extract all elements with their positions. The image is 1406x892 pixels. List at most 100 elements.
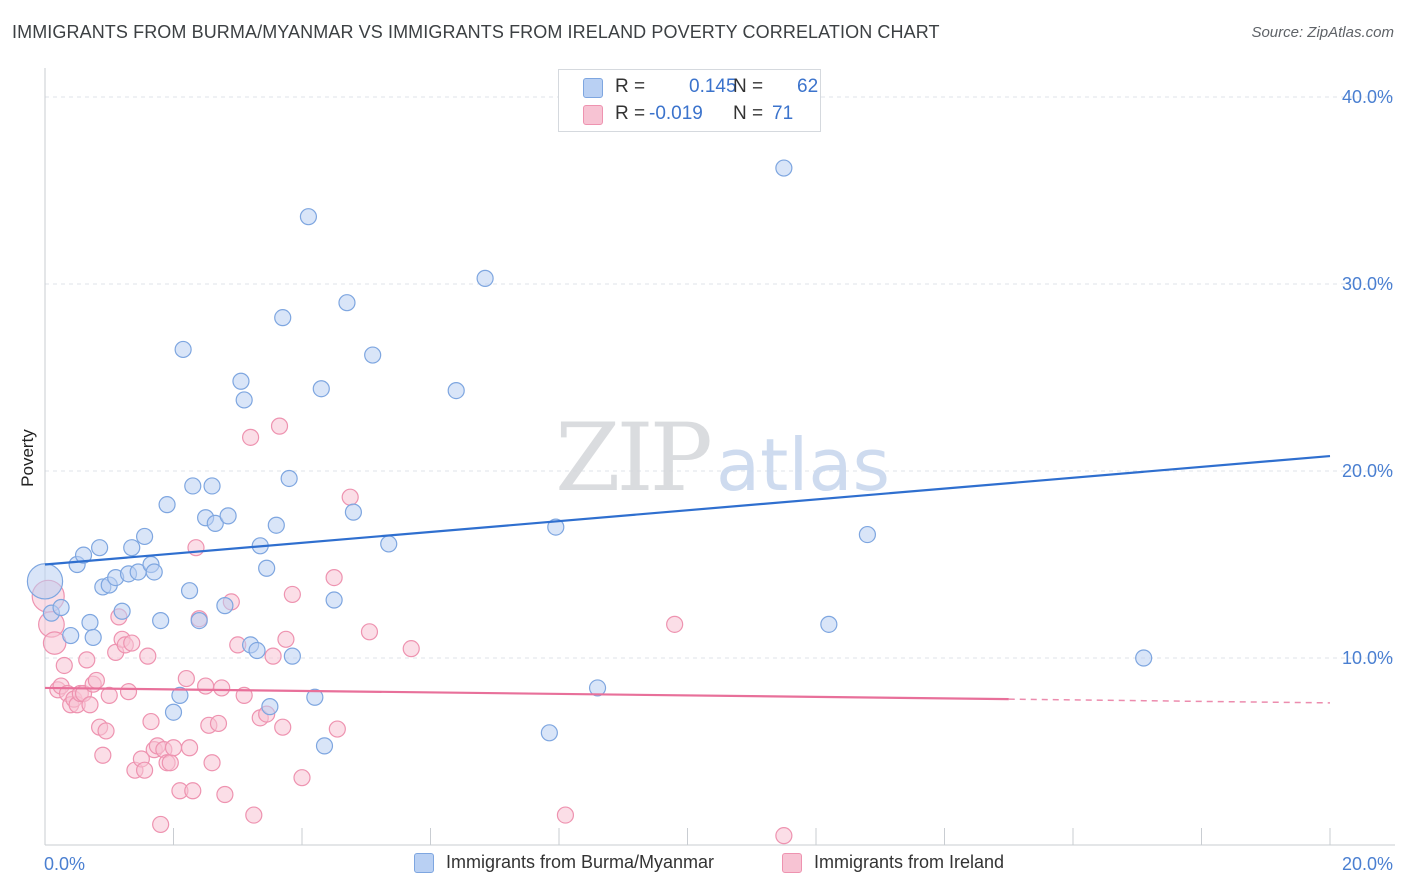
legend-n-value: 71 [772, 103, 794, 124]
ireland-point [360, 623, 379, 641]
burma-point [184, 477, 202, 495]
bottom-legend-swatch-burma [414, 853, 434, 873]
bottom-legend-swatch-ireland [782, 853, 802, 873]
ireland-point [161, 754, 179, 772]
ireland-point [209, 714, 228, 733]
burma-point [180, 582, 199, 600]
burma-point [174, 340, 192, 359]
burma-point [171, 686, 189, 705]
y-tick-label: 10.0% [1342, 648, 1393, 668]
ireland-point [293, 769, 311, 787]
burma-point [26, 563, 64, 600]
trend-line-ireland-extrapolated [1008, 698, 1331, 704]
burma-point [74, 546, 93, 564]
burma-point [81, 613, 99, 632]
legend-r-value: 0.145 [689, 76, 737, 97]
trend-line-burma [44, 454, 1331, 566]
burma-point [344, 503, 362, 521]
ireland-point [264, 647, 282, 665]
bottom-legend-label-burma: Immigrants from Burma/Myanmar [446, 852, 715, 872]
burma-point [1135, 649, 1153, 667]
burma-point [113, 602, 131, 620]
burma-point [232, 372, 250, 390]
burma-point [299, 208, 318, 226]
axes [44, 68, 1395, 846]
ireland-point [242, 428, 260, 446]
burma-point [152, 611, 170, 630]
y-tick-label: 30.0% [1342, 274, 1393, 294]
burma-point [364, 346, 382, 364]
ireland-point [152, 815, 170, 834]
ireland-point [180, 739, 199, 757]
burma-point [206, 514, 224, 532]
burma-point [145, 563, 163, 581]
burma-point [84, 628, 102, 647]
burma-point [540, 724, 558, 742]
ireland-point [94, 746, 112, 764]
burma-point [219, 507, 237, 525]
burma-point [235, 391, 253, 409]
ireland-point [277, 630, 295, 648]
ireland-point [123, 634, 141, 652]
axis-labels: 10.0% 20.0% 30.0% 40.0% 0.0% 20.0% Poverty [18, 87, 1393, 874]
burma-point [325, 591, 343, 609]
bottom-legend-label-ireland: Immigrants from Ireland [814, 852, 1005, 872]
watermark-zip: ZIP [555, 404, 709, 513]
burma-point [315, 737, 334, 755]
legend-n-label: N = [733, 76, 764, 97]
chart-title: IMMIGRANTS FROM BURMA/MYANMAR VS IMMIGRA… [12, 22, 940, 42]
burma-point [258, 559, 276, 577]
ireland-point [42, 631, 67, 655]
burma-point [190, 611, 208, 630]
ireland-point [328, 720, 346, 738]
burma-point [775, 159, 793, 177]
burma-point [380, 535, 398, 553]
watermark: ZIP atlas [555, 404, 890, 513]
correlation-legend: R = 0.145 N = 62 R = -0.019 N = 71 [558, 69, 821, 132]
ireland-point [283, 585, 301, 604]
burma-point [267, 516, 285, 534]
burma-point [447, 381, 465, 400]
x-tick-label-right: 20.0% [1342, 854, 1393, 874]
burma-point [261, 698, 279, 716]
ireland-point [197, 677, 215, 695]
burma-point [164, 703, 183, 721]
burma-point [858, 525, 877, 544]
ireland-point [402, 640, 420, 658]
y-tick-label: 20.0% [1342, 461, 1393, 481]
ireland-point [270, 417, 289, 435]
y-axis-title: Poverty [18, 429, 37, 487]
ireland-point [142, 712, 160, 731]
legend-swatch-ireland [583, 105, 603, 125]
ireland-point [87, 671, 106, 690]
ireland-point [274, 718, 292, 736]
legend-r-label: R = [615, 103, 646, 124]
burma-point [216, 597, 234, 615]
ireland-point [139, 647, 157, 665]
burma-point [91, 539, 109, 557]
ireland-point [78, 651, 96, 669]
burma-point [280, 469, 298, 488]
legend-swatch-burma [583, 78, 603, 98]
burma-point [476, 269, 494, 287]
x-tick-label-left: 0.0% [44, 854, 85, 874]
burma-point [312, 380, 330, 398]
burma-point [123, 539, 141, 557]
ireland-point [177, 669, 195, 688]
ireland-point [55, 656, 73, 675]
ireland-point [203, 754, 221, 772]
ireland-point [245, 806, 263, 824]
source-label: Source: ZipAtlas.com [1251, 24, 1394, 41]
trend-line-ireland [44, 686, 1009, 701]
ireland-point [81, 696, 99, 714]
burma-point [248, 641, 266, 660]
ireland-point [184, 782, 202, 800]
ireland-point [341, 488, 359, 506]
ireland-point [213, 679, 231, 697]
ireland-point [135, 761, 154, 779]
legend-n-label: N = [733, 103, 764, 124]
ireland-point [556, 806, 575, 824]
burma-point [135, 527, 154, 546]
burma-point [283, 647, 301, 665]
